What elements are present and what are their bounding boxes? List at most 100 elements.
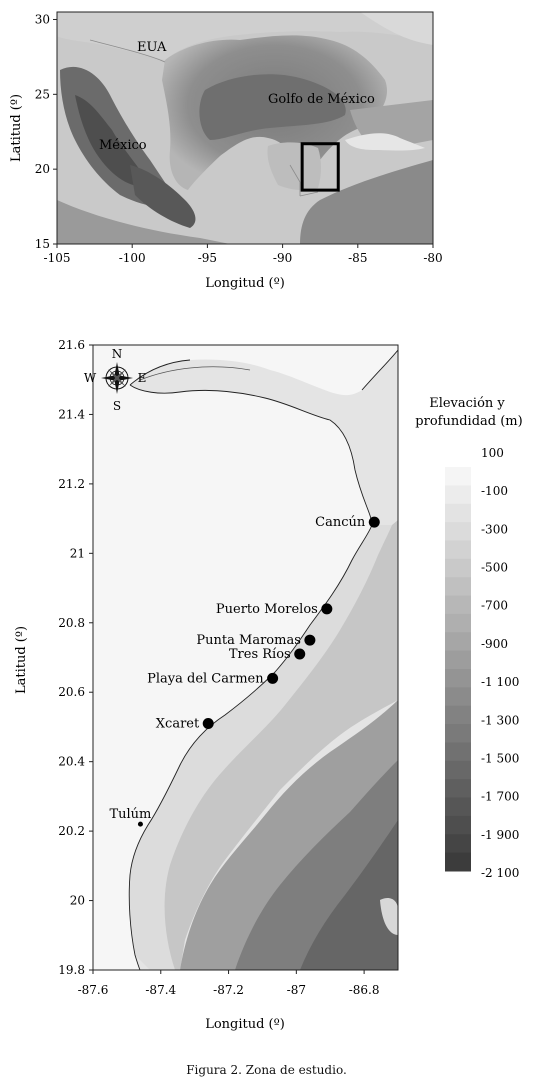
overview-map-image [57, 12, 433, 244]
overview-x-tick-label: -105 [44, 251, 71, 265]
location-label: Xcaret [156, 716, 200, 731]
legend-color-step [445, 724, 471, 743]
label-mexico: México [99, 138, 147, 153]
overview-y-axis-title: Latitud (º) [9, 94, 24, 162]
detail-y-tick-label: 20.6 [58, 685, 85, 699]
overview-y-tick-label: 20 [35, 162, 50, 176]
legend-color-step [445, 577, 471, 597]
legend-color-step [445, 595, 471, 615]
detail-axis-ticks: -87.6 -87.4 -87.2 -87 -86.8 21.6 21.4 21.2 21 20.… [58, 338, 379, 997]
detail-y-tick-label: 21.6 [58, 338, 85, 352]
location-marker [368, 516, 380, 528]
detail-y-tick-label: 19.8 [58, 963, 85, 977]
legend-label: -1 700 [481, 790, 519, 804]
overview-y-tick-label: 25 [35, 87, 50, 101]
legend-label: -700 [481, 599, 508, 613]
location-label: Playa del Carmen [147, 671, 264, 686]
legend-label: -2 100 [481, 866, 519, 880]
compass-s: S [113, 399, 121, 413]
legend-label: -900 [481, 637, 508, 651]
legend-color-step [445, 503, 471, 523]
legend-label: 100 [481, 446, 504, 460]
legend-color-step [445, 522, 471, 541]
legend-color-step [445, 540, 471, 560]
location-label: Cancún [315, 515, 366, 530]
label-golfo-de-mexico: Golfo de México [268, 92, 375, 107]
detail-x-tick-label: -87.4 [145, 983, 176, 997]
legend-color-step [445, 669, 471, 688]
overview-map: -105 -100 -95 -90 -85 -80 30 25 20 15 EUA Golfo d… [9, 11, 443, 291]
location-label: Tulúm [109, 807, 151, 822]
detail-y-tick-label: 21 [70, 546, 85, 560]
legend-color-step [445, 760, 471, 780]
detail-x-tick-label: -87.6 [78, 983, 109, 997]
study-area-box [300, 142, 340, 192]
legend-title-line2: profundidad (m) [415, 414, 522, 429]
location-marker [202, 717, 214, 729]
detail-map-frame [92, 344, 399, 971]
detail-y-tick-label: 21.2 [58, 477, 85, 491]
location-marker [137, 821, 143, 827]
overview-x-tick-label: -90 [273, 251, 292, 265]
detail-y-tick-label: 20.8 [58, 616, 85, 630]
overview-map-frame [56, 11, 434, 245]
location-marker [304, 634, 316, 646]
overview-x-axis-title: Longitud (º) [205, 276, 285, 291]
legend-color-step [445, 558, 471, 578]
detail-y-tick-label: 20.2 [58, 824, 85, 838]
legend-color-step [445, 632, 471, 652]
elevation-legend: Elevación y profundidad (m) 100 -100 -300 -… [415, 396, 522, 880]
compass-rose-icon [101, 362, 133, 394]
location-label: Puerto Morelos [216, 602, 318, 617]
label-eua: EUA [137, 40, 167, 55]
legend-label: -500 [481, 561, 508, 575]
legend-label: -1 900 [481, 828, 519, 842]
legend-colorbar [445, 467, 471, 872]
legend-color-step [445, 779, 471, 799]
legend-color-step [445, 650, 471, 670]
study-area-rectangle [300, 142, 340, 192]
detail-map: N S E W -87.6 -87.4 -87.2 -87 -86.8 21.6 21.4 2… [14, 338, 399, 1032]
legend-color-step [445, 613, 471, 633]
overview-x-tick-label: -80 [423, 251, 442, 265]
detail-x-axis-title: Longitud (º) [205, 1017, 285, 1032]
detail-x-tick-label: -86.8 [349, 983, 380, 997]
overview-x-tick-label: -85 [348, 251, 367, 265]
location-label: Punta Maromas [196, 633, 300, 648]
legend-color-step [445, 852, 471, 872]
overview-x-tick-label: -100 [119, 251, 146, 265]
legend-color-step [445, 705, 471, 725]
legend-labels: 100 -100 -300 -500 -700 -900 -1 100 -1 300 -1 50… [481, 446, 519, 880]
detail-y-tick-label: 21.4 [58, 407, 85, 421]
detail-y-tick-label: 20.4 [58, 755, 85, 769]
legend-color-step [445, 815, 471, 835]
legend-color-step [445, 742, 471, 762]
legend-color-step [445, 797, 471, 817]
compass-n: N [112, 347, 123, 361]
legend-color-step [445, 485, 471, 505]
legend-label: -1 500 [481, 751, 519, 765]
overview-y-tick-label: 30 [35, 12, 50, 26]
overview-axis-ticks: -105 -100 -95 -90 -85 -80 30 25 20 15 [35, 12, 443, 265]
overview-x-tick-label: -95 [198, 251, 217, 265]
detail-x-tick-label: -87.2 [213, 983, 244, 997]
legend-label: -1 100 [481, 675, 519, 689]
location-marker [321, 603, 333, 615]
legend-color-step [445, 467, 471, 486]
compass-e: E [138, 371, 147, 385]
legend-color-step [445, 834, 471, 854]
detail-y-tick-label: 20 [70, 894, 85, 908]
detail-map-image [93, 345, 398, 970]
legend-label: -100 [481, 484, 508, 498]
legend-label: -300 [481, 522, 508, 536]
detail-y-axis-title: Latitud (º) [14, 626, 29, 694]
detail-x-tick-label: -87 [287, 983, 306, 997]
legend-title-line1: Elevación y [429, 396, 505, 411]
location-marker [294, 648, 306, 660]
location-label: Tres Ríos [229, 647, 291, 662]
figure-caption: Figura 2. Zona de estudio. [186, 1063, 347, 1077]
location-marker [267, 672, 279, 684]
legend-color-step [445, 687, 471, 707]
